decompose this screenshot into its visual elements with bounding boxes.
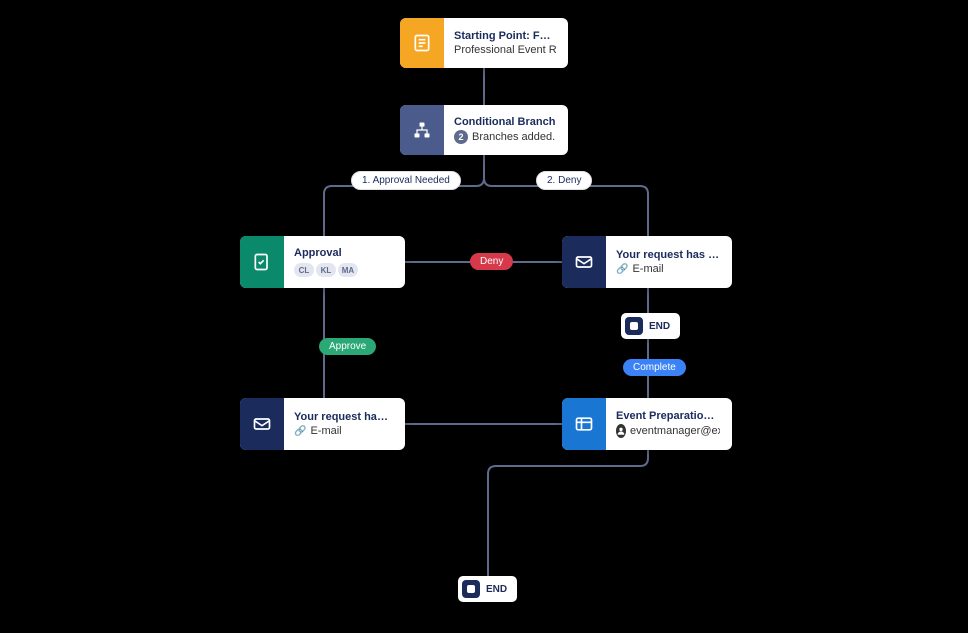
email-icon <box>562 236 606 288</box>
user-avatar-icon <box>616 424 626 438</box>
node-title: Approval <box>294 247 358 259</box>
node-subtitle: eventmanager@exam... <box>616 424 720 438</box>
link-icon <box>616 263 628 275</box>
hierarchy-icon <box>400 105 444 155</box>
node-title: Event Preparation Task <box>616 410 720 422</box>
stop-icon <box>462 580 480 598</box>
end-label: END <box>649 321 670 332</box>
approver-avatar: KL <box>316 263 336 277</box>
form-icon <box>400 18 444 68</box>
path-label-deny[interactable]: Deny <box>470 253 513 270</box>
connectors-layer <box>0 0 968 633</box>
node-start-form[interactable]: Starting Point: Form Professional Event … <box>400 18 568 68</box>
branch-subtitle-text: Branches added. <box>472 131 555 143</box>
path-label-complete[interactable]: Complete <box>623 359 686 376</box>
workflow-canvas: Starting Point: Form Professional Event … <box>0 0 968 633</box>
node-event-preparation-task[interactable]: Event Preparation Task eventmanager@exam… <box>562 398 732 450</box>
node-subtitle: E-mail <box>616 263 720 275</box>
end-node[interactable]: END <box>621 313 680 339</box>
approver-avatar: MA <box>338 263 358 277</box>
stop-icon <box>625 317 643 335</box>
node-title: Your request has been denied. <box>616 249 720 261</box>
node-approval[interactable]: Approval CLKLMA <box>240 236 405 288</box>
task-icon <box>562 398 606 450</box>
node-subtitle: Professional Event Registr... <box>454 44 556 56</box>
node-title: Your request has been appro... <box>294 411 393 423</box>
approver-avatar: CL <box>294 263 314 277</box>
email-icon <box>240 398 284 450</box>
node-subtitle: E-mail <box>294 425 393 437</box>
branch-label-approval-needed[interactable]: 1. Approval Needed <box>351 171 461 190</box>
node-subtitle: 2 Branches added. <box>454 130 555 144</box>
node-title: Starting Point: Form <box>454 30 556 42</box>
node-request-denied[interactable]: Your request has been denied. E-mail <box>562 236 732 288</box>
node-conditional-branch[interactable]: Conditional Branch 2 Branches added. <box>400 105 568 155</box>
end-node[interactable]: END <box>458 576 517 602</box>
node-request-approved[interactable]: Your request has been appro... E-mail <box>240 398 405 450</box>
approval-icon <box>240 236 284 288</box>
link-icon <box>294 425 306 437</box>
branch-count-badge: 2 <box>454 130 468 144</box>
branch-label-deny[interactable]: 2. Deny <box>536 171 592 190</box>
end-label: END <box>486 584 507 595</box>
approver-avatars: CLKLMA <box>294 263 358 277</box>
node-title: Conditional Branch <box>454 116 555 128</box>
path-label-approve[interactable]: Approve <box>319 338 376 355</box>
